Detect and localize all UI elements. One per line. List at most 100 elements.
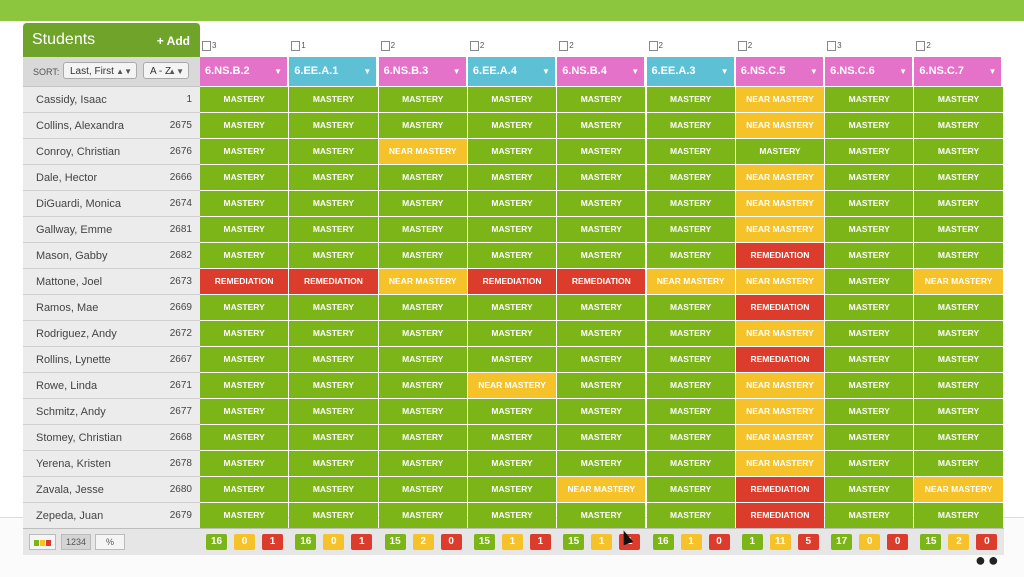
student-row[interactable]: Conroy, Christian 2676 <box>23 139 200 165</box>
assessment-count[interactable]: 3 <box>202 41 216 51</box>
score-cell[interactable]: MASTERY <box>646 295 735 320</box>
score-cell[interactable]: MASTERY <box>289 451 378 476</box>
score-cell[interactable]: MASTERY <box>467 113 557 138</box>
score-cell[interactable]: MASTERY <box>467 425 557 450</box>
score-cell[interactable]: MASTERY <box>289 217 378 242</box>
score-cell[interactable]: MASTERY <box>467 87 557 112</box>
score-cell[interactable]: MASTERY <box>200 217 289 242</box>
score-cell[interactable]: MASTERY <box>825 243 914 268</box>
score-cell[interactable]: MASTERY <box>557 139 646 164</box>
score-cell[interactable]: MASTERY <box>378 477 467 502</box>
score-cell[interactable]: REMEDIATION <box>735 243 825 268</box>
score-cell[interactable]: MASTERY <box>467 399 557 424</box>
score-cell[interactable]: REMEDIATION <box>289 269 378 294</box>
score-cell[interactable]: NEAR MASTERY <box>378 139 467 164</box>
score-cell[interactable]: MASTERY <box>825 113 914 138</box>
score-cell[interactable]: MASTERY <box>378 503 467 528</box>
score-cell[interactable]: MASTERY <box>289 477 378 502</box>
score-cell[interactable]: MASTERY <box>646 191 735 216</box>
score-cell[interactable]: MASTERY <box>289 425 378 450</box>
score-cell[interactable]: MASTERY <box>289 373 378 398</box>
score-cell[interactable]: MASTERY <box>378 113 467 138</box>
score-cell[interactable]: MASTERY <box>646 477 735 502</box>
score-cell[interactable]: NEAR MASTERY <box>557 477 646 502</box>
score-cell[interactable]: NEAR MASTERY <box>914 269 1003 294</box>
student-row[interactable]: Schmitz, Andy 2677 <box>23 399 200 425</box>
assessment-count[interactable]: 2 <box>469 41 484 51</box>
score-cell[interactable]: MASTERY <box>200 87 289 112</box>
score-cell[interactable]: NEAR MASTERY <box>914 477 1003 502</box>
standard-header[interactable]: 6.NS.C.5 ▼ <box>735 57 824 86</box>
score-cell[interactable]: NEAR MASTERY <box>735 451 825 476</box>
score-cell[interactable]: MASTERY <box>467 477 557 502</box>
score-cell[interactable]: MASTERY <box>200 191 289 216</box>
score-cell[interactable]: MASTERY <box>200 165 289 190</box>
score-cell[interactable]: MASTERY <box>289 503 378 528</box>
score-cell[interactable]: MASTERY <box>200 477 289 502</box>
student-row[interactable]: Cassidy, Isaac 1 <box>23 87 200 113</box>
score-cell[interactable]: MASTERY <box>200 295 289 320</box>
score-cell[interactable]: MASTERY <box>557 399 646 424</box>
score-cell[interactable]: MASTERY <box>557 217 646 242</box>
score-cell[interactable]: MASTERY <box>646 217 735 242</box>
score-cell[interactable]: REMEDIATION <box>735 347 825 372</box>
score-cell[interactable]: MASTERY <box>467 347 557 372</box>
score-cell[interactable]: MASTERY <box>289 191 378 216</box>
standard-header[interactable]: 6.NS.C.7 ▼ <box>914 57 1003 86</box>
score-cell[interactable]: MASTERY <box>557 425 646 450</box>
student-row[interactable]: Rollins, Lynette 2667 <box>23 347 200 373</box>
score-cell[interactable]: MASTERY <box>557 451 646 476</box>
score-cell[interactable]: MASTERY <box>378 191 467 216</box>
score-cell[interactable]: MASTERY <box>646 113 735 138</box>
score-cell[interactable]: MASTERY <box>289 243 378 268</box>
score-cell[interactable]: MASTERY <box>914 503 1003 528</box>
standard-header[interactable]: 6.NS.B.2 ▼ <box>200 57 288 86</box>
score-cell[interactable]: MASTERY <box>646 425 735 450</box>
student-row[interactable]: Mattone, Joel 2673 <box>23 269 200 295</box>
score-cell[interactable]: MASTERY <box>289 295 378 320</box>
score-cell[interactable]: MASTERY <box>557 191 646 216</box>
student-row[interactable]: Rodriguez, Andy 2672 <box>23 321 200 347</box>
score-cell[interactable]: NEAR MASTERY <box>735 191 825 216</box>
assessment-count[interactable]: 2 <box>916 41 931 51</box>
score-cell[interactable]: NEAR MASTERY <box>735 269 825 294</box>
score-cell[interactable]: MASTERY <box>914 243 1003 268</box>
student-row[interactable]: DiGuardi, Monica 2674 <box>23 191 200 217</box>
score-cell[interactable]: MASTERY <box>200 451 289 476</box>
student-row[interactable]: Mason, Gabby 2682 <box>23 243 200 269</box>
score-cell[interactable]: NEAR MASTERY <box>735 425 825 450</box>
standard-header[interactable]: 6.NS.B.3 ▼ <box>378 57 467 86</box>
score-cell[interactable]: MASTERY <box>289 347 378 372</box>
score-cell[interactable]: MASTERY <box>289 321 378 346</box>
score-cell[interactable]: NEAR MASTERY <box>735 217 825 242</box>
add-student-button[interactable]: + Add <box>156 34 190 48</box>
score-cell[interactable]: MASTERY <box>735 139 825 164</box>
student-row[interactable]: Gallway, Emme 2681 <box>23 217 200 243</box>
score-cell[interactable]: MASTERY <box>646 87 735 112</box>
score-cell[interactable]: NEAR MASTERY <box>735 87 825 112</box>
score-cell[interactable]: MASTERY <box>646 503 735 528</box>
score-cell[interactable]: MASTERY <box>825 295 914 320</box>
score-cell[interactable]: MASTERY <box>378 321 467 346</box>
score-cell[interactable]: REMEDIATION <box>735 477 825 502</box>
student-row[interactable]: Yerena, Kristen 2678 <box>23 451 200 477</box>
score-cell[interactable]: REMEDIATION <box>735 295 825 320</box>
score-cell[interactable]: MASTERY <box>200 503 289 528</box>
score-cell[interactable]: MASTERY <box>825 191 914 216</box>
score-cell[interactable]: REMEDIATION <box>735 503 825 528</box>
score-cell[interactable]: MASTERY <box>467 165 557 190</box>
score-cell[interactable]: MASTERY <box>825 451 914 476</box>
score-cell[interactable]: MASTERY <box>557 347 646 372</box>
score-cell[interactable]: MASTERY <box>557 373 646 398</box>
score-cell[interactable]: MASTERY <box>914 165 1003 190</box>
student-row[interactable]: Collins, Alexandra 2675 <box>23 113 200 139</box>
score-cell[interactable]: REMEDIATION <box>200 269 289 294</box>
score-cell[interactable]: MASTERY <box>914 113 1003 138</box>
standard-header[interactable]: 6.EE.A.4 ▼ <box>467 57 556 86</box>
score-cell[interactable]: NEAR MASTERY <box>735 373 825 398</box>
score-cell[interactable]: MASTERY <box>200 243 289 268</box>
score-cell[interactable]: MASTERY <box>378 243 467 268</box>
score-cell[interactable]: MASTERY <box>646 165 735 190</box>
score-cell[interactable]: MASTERY <box>825 425 914 450</box>
score-cell[interactable]: MASTERY <box>200 139 289 164</box>
